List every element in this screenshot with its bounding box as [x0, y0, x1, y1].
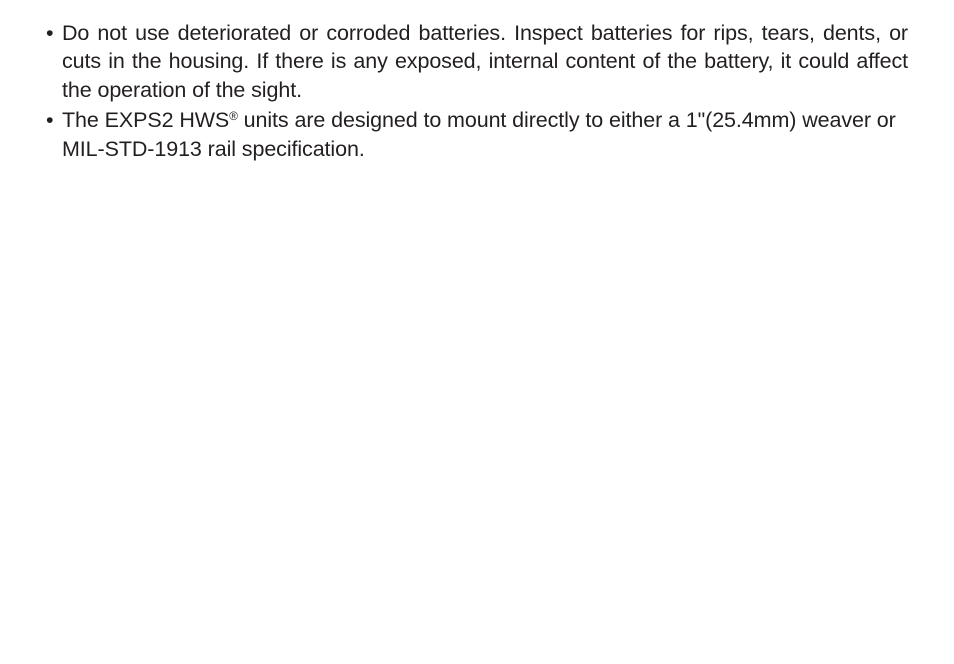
bullet-text: Do not use deteriorated or corroded batt…	[62, 19, 908, 104]
registered-trademark-symbol: ®	[229, 109, 238, 123]
document-page: • Do not use deteriorated or corroded ba…	[0, 0, 954, 163]
bullet-text: The EXPS2 HWS® units are designed to mou…	[62, 106, 908, 163]
bullet-dot: •	[46, 19, 62, 47]
bullet-2-text-a: The EXPS2 HWS	[62, 108, 229, 132]
bullet-item-1: • Do not use deteriorated or corroded ba…	[46, 19, 908, 104]
bullet-dot: •	[46, 106, 62, 134]
bullet-item-2: • The EXPS2 HWS® units are designed to m…	[46, 106, 908, 163]
bullet-1-text: Do not use deteriorated or corroded batt…	[62, 21, 908, 102]
